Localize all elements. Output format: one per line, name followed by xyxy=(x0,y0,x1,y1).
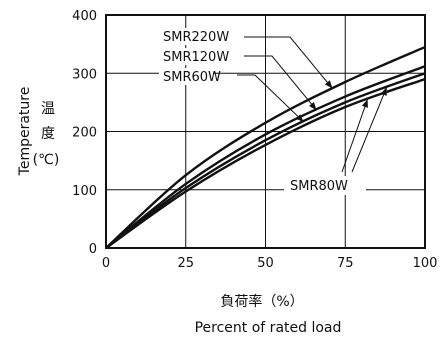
series-label-bg-smr120w xyxy=(159,48,222,65)
callout-arrow-smr220w xyxy=(324,80,333,89)
x-tick-label: 25 xyxy=(177,256,194,271)
x-tick-label: 0 xyxy=(102,256,110,271)
series-label-smr60w: SMR60W xyxy=(163,70,221,85)
series-line-smr120w xyxy=(105,65,426,249)
series-line-smr220w xyxy=(105,45,426,249)
y-tick-label: 200 xyxy=(72,126,97,141)
plot-border xyxy=(105,14,426,249)
series-line-smr80w xyxy=(105,77,426,249)
callout-line-smr80w-2 xyxy=(351,87,388,173)
callout-line-smr80w xyxy=(341,99,369,173)
series-label-smr220w: SMR220W xyxy=(163,30,229,45)
series-label-bg-smr220w xyxy=(159,28,222,45)
y-axis-unit: (℃) xyxy=(33,152,60,168)
plot-frame xyxy=(105,14,426,249)
x-axis-label-jp: 負荷率（%） xyxy=(220,293,303,310)
series-label-bg-smr80w xyxy=(284,176,366,195)
callout-arrow-smr80w xyxy=(361,99,368,108)
callout-line-smr120w xyxy=(244,55,317,111)
series-label-bg-smr60w xyxy=(159,68,213,85)
y-tick-label: 300 xyxy=(72,67,97,82)
series-line-smr60w xyxy=(105,72,426,249)
series-callouts: SMR220W SMR120W SMR60W SMR80W xyxy=(159,28,388,195)
callout-line-smr60w xyxy=(237,74,305,123)
callout-line-smr220w xyxy=(244,36,333,89)
y-tick-label: 0 xyxy=(89,242,97,257)
callout-arrow-smr120w xyxy=(308,101,317,111)
y-axis-label-jp-1: 温 xyxy=(41,101,55,117)
y-tick-labels: 0 100 200 300 400 xyxy=(72,9,97,257)
y-tick-label: 400 xyxy=(72,9,97,24)
series-label-smr80w: SMR80W xyxy=(290,179,348,194)
x-axis-label: Percent of rated load xyxy=(195,320,342,336)
x-tick-label: 75 xyxy=(337,256,354,271)
callout-arrow-smr80w-2 xyxy=(380,87,387,96)
series-label-smr120w: SMR120W xyxy=(163,50,229,65)
y-tick-label: 100 xyxy=(72,184,97,199)
x-tick-label: 50 xyxy=(257,256,274,271)
y-axis-label-jp-2: 度 xyxy=(41,126,55,142)
y-axis-label: Temperature xyxy=(17,87,33,177)
callout-arrow-smr60w xyxy=(295,114,304,123)
x-tick-label: 100 xyxy=(413,256,438,271)
series-lines xyxy=(105,45,426,249)
x-tick-labels: 0 25 50 75 100 xyxy=(102,256,438,271)
